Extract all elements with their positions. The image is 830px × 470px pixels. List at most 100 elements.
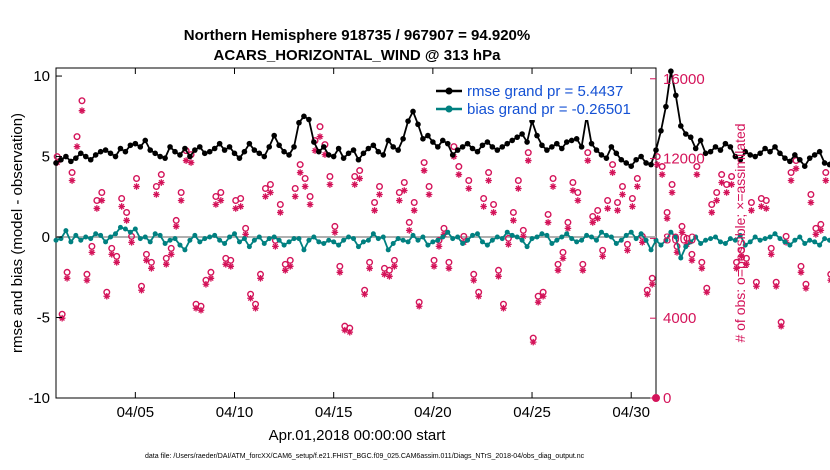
bias-point bbox=[598, 229, 604, 235]
bias-point bbox=[593, 237, 599, 243]
rmse-point bbox=[623, 160, 630, 166]
obs-possible-point bbox=[98, 188, 106, 196]
obs-assimilated-point bbox=[663, 215, 671, 222]
obs-assimilated-point bbox=[281, 267, 289, 274]
obs-assimilated-point bbox=[93, 205, 101, 212]
obs-assimilated-point bbox=[807, 199, 815, 206]
obs-possible-point bbox=[688, 250, 696, 258]
legend-bias-marker bbox=[445, 105, 453, 113]
obs-assimilated-point bbox=[336, 269, 344, 276]
bias-point bbox=[717, 239, 723, 245]
bias-point bbox=[569, 236, 575, 242]
obs-possible-point bbox=[465, 177, 473, 185]
bias-point bbox=[653, 237, 659, 243]
obs-assimilated-point bbox=[544, 219, 552, 226]
obs-possible-point bbox=[614, 198, 622, 206]
bias-point bbox=[281, 242, 287, 248]
rmse-point bbox=[826, 161, 830, 168]
rmse-point bbox=[534, 132, 540, 139]
bias-point bbox=[202, 236, 208, 242]
bias-point bbox=[306, 237, 312, 243]
rmse-point bbox=[752, 153, 758, 160]
obs-assimilated-point bbox=[361, 290, 368, 298]
bias-point bbox=[584, 232, 590, 238]
obs-possible-point bbox=[584, 149, 592, 157]
obs-assimilated-point bbox=[257, 274, 264, 282]
obs-assimilated-point bbox=[435, 243, 443, 250]
rmse-point bbox=[405, 118, 411, 124]
obs-possible-point bbox=[490, 200, 498, 208]
rmse-point bbox=[494, 147, 501, 153]
obs-assimilated-point bbox=[713, 197, 720, 204]
obs-possible-point bbox=[817, 220, 825, 228]
bias-point bbox=[807, 237, 813, 243]
rmse-point bbox=[737, 156, 744, 163]
obs-assimilated-point bbox=[574, 197, 582, 204]
rmse-point bbox=[454, 147, 461, 153]
obs-assimilated-point bbox=[286, 263, 294, 270]
bias-point bbox=[142, 234, 148, 240]
obs-assimilated-point bbox=[277, 209, 284, 216]
bias-point bbox=[351, 236, 357, 242]
bias-point bbox=[370, 231, 376, 237]
obs-possible-point bbox=[698, 258, 706, 266]
bias-point bbox=[688, 239, 694, 245]
obs-assimilated-point bbox=[262, 193, 269, 200]
obs-assimilated-point bbox=[118, 203, 125, 210]
obs-assimilated-point bbox=[495, 272, 502, 280]
rmse-point bbox=[63, 153, 69, 160]
bias-point bbox=[291, 236, 297, 242]
obs-assimilated-point bbox=[143, 257, 150, 264]
obs-possible-point bbox=[767, 244, 775, 252]
bias-point bbox=[455, 234, 461, 240]
obs-assimilated-point bbox=[569, 187, 577, 194]
rmse-point bbox=[137, 144, 144, 150]
bias-point bbox=[132, 226, 138, 232]
rmse-point bbox=[415, 121, 421, 128]
bias-point bbox=[192, 232, 198, 238]
rmse-point bbox=[68, 158, 74, 165]
rmse-point bbox=[360, 150, 367, 157]
y-tick-label-left: -10 bbox=[28, 390, 50, 407]
obs-assimilated-point bbox=[758, 203, 765, 210]
rmse-point bbox=[653, 147, 659, 153]
obs-assimilated-point bbox=[634, 183, 641, 190]
obs-assimilated-point bbox=[88, 249, 96, 256]
bias-point bbox=[489, 237, 495, 243]
obs-possible-point bbox=[133, 175, 141, 183]
rmse-point bbox=[182, 145, 188, 152]
obs-possible-point bbox=[782, 232, 790, 240]
rmse-point bbox=[549, 144, 555, 150]
bias-point bbox=[574, 239, 580, 245]
rmse-point bbox=[608, 144, 615, 150]
bias-point bbox=[499, 236, 505, 242]
obs-assimilated-point bbox=[817, 227, 825, 234]
bias-point bbox=[732, 237, 738, 243]
chart-title-line2: ACARS_HORIZONTAL_WIND @ 313 hPa bbox=[214, 47, 502, 64]
obs-assimilated-point bbox=[356, 175, 363, 182]
obs-assimilated-point bbox=[485, 177, 492, 184]
obs-assimilated-point bbox=[738, 253, 745, 260]
rmse-point bbox=[152, 150, 158, 157]
bias-point bbox=[618, 237, 624, 243]
bias-point bbox=[73, 232, 79, 238]
obs-assimilated-point bbox=[668, 189, 676, 196]
rmse-point bbox=[340, 155, 347, 161]
rmse-point bbox=[355, 156, 362, 163]
rmse-point bbox=[380, 152, 387, 158]
rmse-point bbox=[474, 148, 481, 155]
rmse-point bbox=[682, 131, 689, 137]
rmse-point bbox=[127, 142, 134, 149]
obs-possible-point bbox=[609, 161, 617, 169]
legend-rmse-label: rmse grand pr = 5.4437 bbox=[467, 83, 623, 100]
obs-assimilated-point bbox=[197, 306, 205, 314]
rmse-point bbox=[469, 145, 476, 152]
obs-possible-point bbox=[68, 169, 76, 177]
obs-assimilated-point bbox=[480, 203, 487, 210]
rmse-point bbox=[435, 144, 441, 150]
bias-point bbox=[157, 232, 163, 238]
bias-point bbox=[787, 242, 793, 248]
rmse-point bbox=[727, 144, 734, 150]
obs-assimilated-point bbox=[703, 288, 711, 296]
